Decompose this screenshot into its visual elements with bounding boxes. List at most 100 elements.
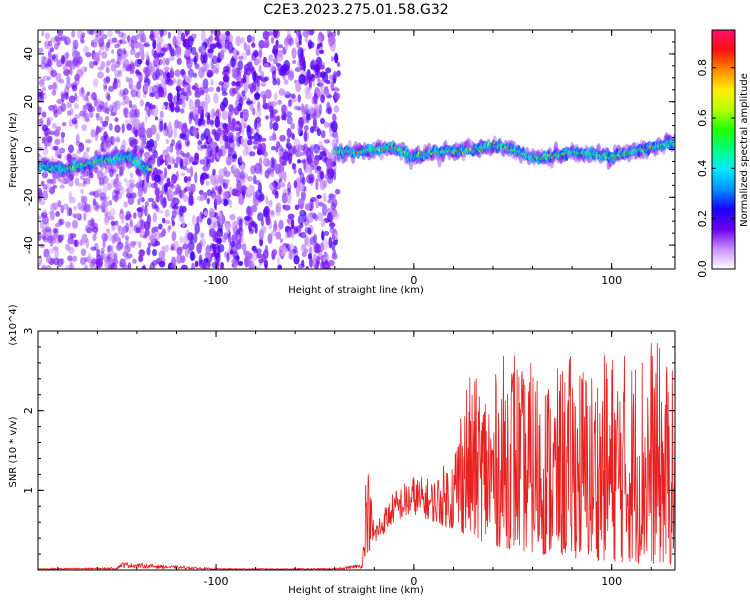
spectrogram-blob [162, 149, 169, 159]
spectrogram-blob [324, 173, 331, 180]
spectrogram-blob [110, 63, 117, 72]
spectrogram-blob [74, 73, 80, 82]
spectrogram-blob [201, 109, 205, 120]
spectrogram-blob [60, 35, 67, 41]
spectrogram-blob [213, 42, 219, 48]
spectrogram-blob [74, 177, 80, 186]
spectrogram-blob [235, 242, 242, 250]
spectrogram-blob [254, 223, 258, 234]
spectrogram-blob [71, 117, 78, 125]
spectrogram-blob [60, 132, 66, 138]
spectrogram-blob [81, 233, 88, 244]
spectrogram-blob [167, 31, 171, 39]
spectrogram-blob [140, 139, 145, 150]
spectrogram-blob [203, 210, 208, 217]
spectrogram-blob [194, 63, 200, 70]
spectrogram-blob [48, 84, 54, 90]
spectrogram-blob [134, 52, 141, 59]
spectrogram-blob [165, 219, 171, 225]
spectrogram-blob [317, 77, 321, 83]
spectrogram-blob [111, 234, 116, 244]
spectrogram-blob [260, 142, 267, 152]
tick-label: 0.8 [696, 59, 709, 77]
spectrogram-blob [78, 142, 85, 152]
spectrogram-blob [55, 126, 62, 132]
spectrogram-blob [218, 237, 222, 244]
spectrogram-blob [217, 174, 224, 184]
spectrogram-blob [333, 105, 340, 113]
spectrogram-blob [129, 109, 136, 118]
spectrogram-blob [79, 156, 85, 162]
spectrogram-blob [42, 235, 47, 240]
spectrogram-blob [251, 42, 256, 48]
spectrogram-blob [317, 170, 324, 183]
spectrogram-blob [260, 70, 265, 80]
spectrogram-blob [288, 69, 294, 78]
spectrogram-blob [501, 149, 506, 157]
spectrogram-blob [288, 243, 295, 250]
spectrogram-blob [160, 194, 164, 206]
spectrogram-blob [92, 52, 100, 63]
spectrogram-blob [78, 87, 85, 97]
spectrogram-blob [89, 30, 95, 36]
spectrogram-blob [127, 79, 134, 85]
spectrogram-blob [61, 121, 67, 127]
spectrogram-blob [181, 264, 188, 269]
spectrogram-blob [186, 140, 190, 147]
spectrogram-blob [313, 214, 319, 222]
spectrogram-blob [103, 78, 107, 83]
spectrogram-blob [149, 262, 156, 269]
spectrogram-blob [132, 240, 139, 246]
spectrogram-blob [83, 195, 88, 204]
spectrogram-blob [52, 174, 58, 180]
spectrogram-blob [67, 110, 72, 116]
spectrogram-blob [107, 253, 111, 260]
spectrogram-blob [229, 199, 233, 209]
spectrogram-blob [40, 61, 46, 70]
spectrogram-blob [184, 30, 190, 36]
spectrogram-blob [99, 116, 104, 124]
spectrogram-blob [94, 55, 100, 63]
spectrogram-blob [223, 65, 230, 73]
spectrogram-blob [45, 182, 52, 193]
spectrogram-blob [193, 82, 199, 93]
spectrogram-blob [74, 92, 78, 101]
spectrogram-blob [66, 221, 71, 227]
spectrogram-blob [112, 80, 119, 90]
spectrogram-blob [186, 179, 192, 192]
spectrogram-blob [110, 220, 116, 226]
spectrogram-blob [64, 243, 71, 251]
spectrogram-blob [135, 226, 142, 234]
spectrogram-blob [243, 215, 251, 222]
spectrogram-blob [117, 57, 123, 65]
spectrogram-blob [115, 189, 119, 197]
spectrogram-blob [40, 76, 44, 85]
spectrogram-blob [191, 183, 196, 193]
spectrogram-blob [193, 72, 198, 78]
spectrogram-blob [165, 138, 169, 145]
spectrogram-blob [214, 254, 218, 263]
spectrogram-blob [136, 221, 141, 229]
spectrogram-blob [104, 76, 110, 84]
spectrogram-blob [332, 113, 337, 122]
spectrogram-blob [87, 104, 93, 113]
spectrogram-blob [38, 93, 44, 103]
spectrogram-blob [210, 79, 214, 86]
spectrogram-blob [168, 193, 175, 200]
spectrogram-blob [121, 231, 125, 239]
spectrogram-blob [163, 101, 169, 106]
spectrogram-blob [144, 156, 149, 163]
spectrogram-blob [264, 263, 268, 269]
spectrogram-blob [122, 90, 126, 100]
spectrogram-blob [330, 202, 336, 211]
spectrogram-blob [210, 193, 216, 200]
spectrogram-blob [232, 49, 237, 59]
spectrogram-blob [42, 92, 47, 100]
spectrogram-blob [212, 247, 217, 255]
spectrogram-blob [263, 151, 269, 157]
spectrogram-blob [122, 58, 130, 69]
spectrogram-blob [102, 171, 107, 180]
spectrogram-blob [106, 182, 112, 191]
spectrogram-blob [318, 201, 324, 207]
spectrogram-blob [170, 264, 177, 269]
